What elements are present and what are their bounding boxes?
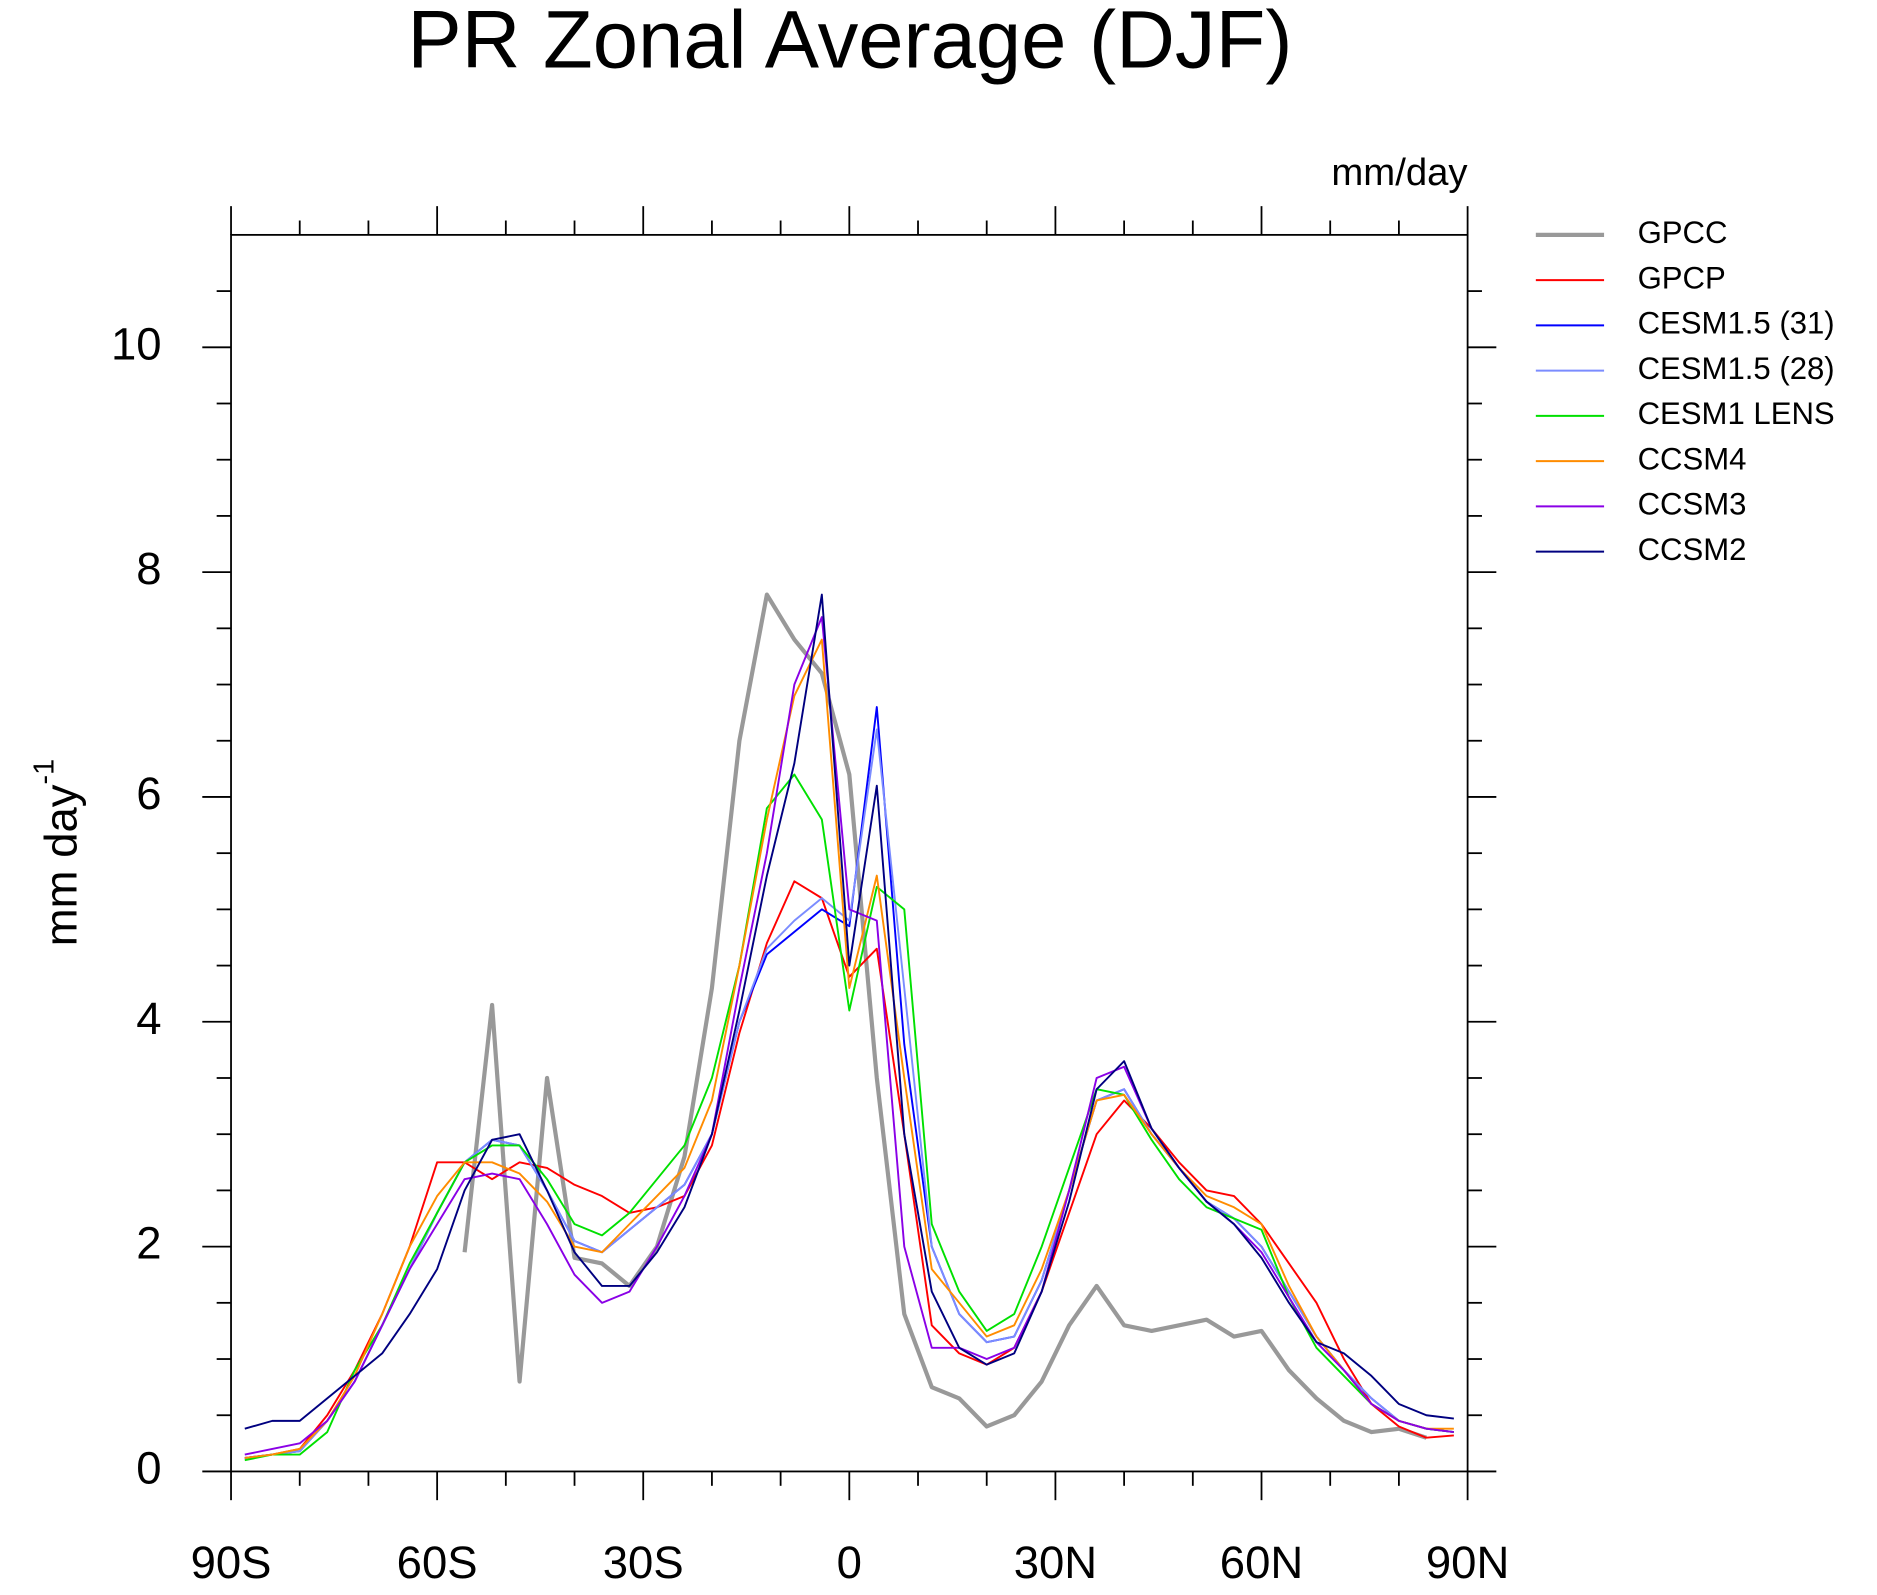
legend-label: GPCC xyxy=(1638,215,1728,250)
y-tick-label: 4 xyxy=(136,993,161,1044)
y-axis-label-group: mm day-1 xyxy=(28,759,87,946)
legend-label: CCSM2 xyxy=(1638,532,1747,567)
series-line xyxy=(244,880,1454,1459)
series-line xyxy=(244,593,1454,1430)
y-tick-label: 8 xyxy=(136,543,161,594)
y-axis-label-text: mm day xyxy=(36,784,87,946)
legend-label: CESM1 LENS xyxy=(1638,396,1835,431)
legend-label: CESM1.5 (31) xyxy=(1638,306,1835,341)
y-tick-label: 10 xyxy=(111,318,162,369)
x-tick-label: 30S xyxy=(603,1537,684,1588)
x-tick-label: 60N xyxy=(1220,1537,1303,1588)
series-line xyxy=(462,592,1428,1440)
legend-label: GPCP xyxy=(1638,260,1726,295)
x-tick-label: 30N xyxy=(1014,1537,1097,1588)
y-tick-label: 6 xyxy=(136,768,161,819)
legend-label: CESM1.5 (28) xyxy=(1638,351,1835,386)
x-tick-label: 90S xyxy=(191,1537,272,1588)
chart-title: PR Zonal Average (DJF) xyxy=(407,0,1292,85)
x-tick-label: 0 xyxy=(837,1537,862,1588)
y-tick-label: 2 xyxy=(136,1218,161,1269)
legend-label: CCSM4 xyxy=(1638,441,1747,476)
legend-label: CCSM3 xyxy=(1638,487,1747,522)
y-axis-label-exponent: -1 xyxy=(28,759,60,785)
series-line xyxy=(244,773,1454,1462)
series-line xyxy=(244,638,1454,1459)
series-line xyxy=(244,616,1454,1456)
y-tick-label: 0 xyxy=(136,1442,161,1493)
x-tick-label: 60S xyxy=(397,1537,478,1588)
units-label: mm/day xyxy=(1331,151,1468,194)
y-axis-label: mm day-1 xyxy=(28,759,87,946)
x-tick-label: 90N xyxy=(1426,1537,1509,1588)
